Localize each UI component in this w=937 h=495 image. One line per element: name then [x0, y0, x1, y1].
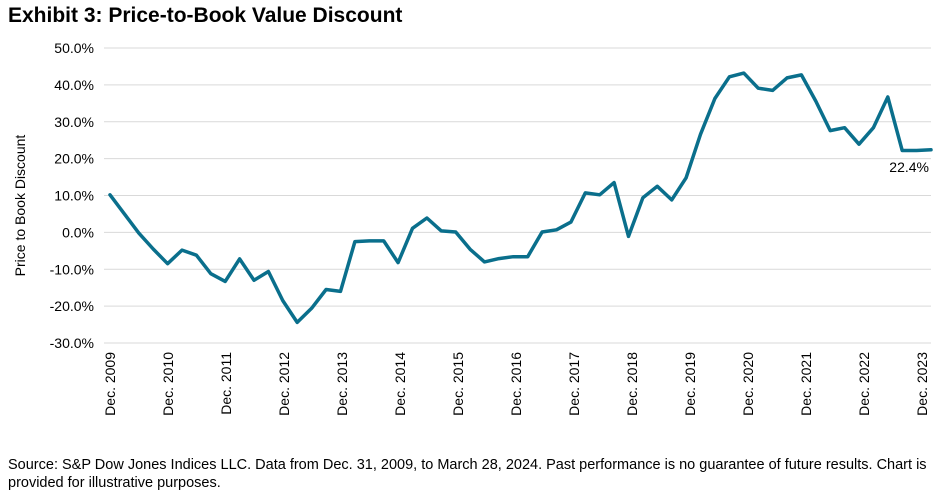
chart-title: Exhibit 3: Price-to-Book Value Discount — [8, 4, 403, 27]
y-tick-label: 30.0% — [54, 114, 94, 130]
y-tick-label: -20.0% — [50, 298, 94, 314]
x-tick-label: Dec. 2019 — [682, 352, 698, 416]
data-label: 22.4% — [889, 159, 929, 175]
x-tick-label: Dec. 2022 — [856, 352, 872, 416]
y-tick-label: 10.0% — [54, 188, 94, 204]
y-axis-label: Price to Book Discount — [12, 135, 28, 277]
x-tick-label: Dec. 2010 — [160, 352, 176, 416]
y-tick-label: 50.0% — [54, 40, 94, 56]
y-tick-label: 40.0% — [54, 77, 94, 93]
x-tick-label: Dec. 2021 — [798, 352, 814, 416]
x-tick-label: Dec. 2016 — [508, 352, 524, 416]
x-tick-label: Dec. 2023 — [914, 352, 930, 416]
x-tick-label: Dec. 2014 — [392, 352, 408, 416]
x-tick-label: Dec. 2013 — [334, 352, 350, 416]
y-tick-label: 0.0% — [62, 224, 94, 240]
y-tick-label: -30.0% — [50, 335, 94, 351]
x-tick-label: Dec. 2011 — [218, 352, 234, 415]
x-tick-label: Dec. 2017 — [566, 352, 582, 416]
y-tick-label: -10.0% — [50, 261, 94, 277]
series-line — [108, 71, 933, 325]
x-tick-label: Dec. 2012 — [276, 352, 292, 416]
y-tick-label: 20.0% — [54, 151, 94, 167]
x-tick-label: Dec. 2009 — [102, 352, 118, 416]
x-tick-label: Dec. 2018 — [624, 352, 640, 416]
x-tick-label: Dec. 2015 — [450, 352, 466, 416]
source-note: Source: S&P Dow Jones Indices LLC. Data … — [8, 457, 927, 491]
x-tick-label: Dec. 2020 — [740, 352, 756, 416]
